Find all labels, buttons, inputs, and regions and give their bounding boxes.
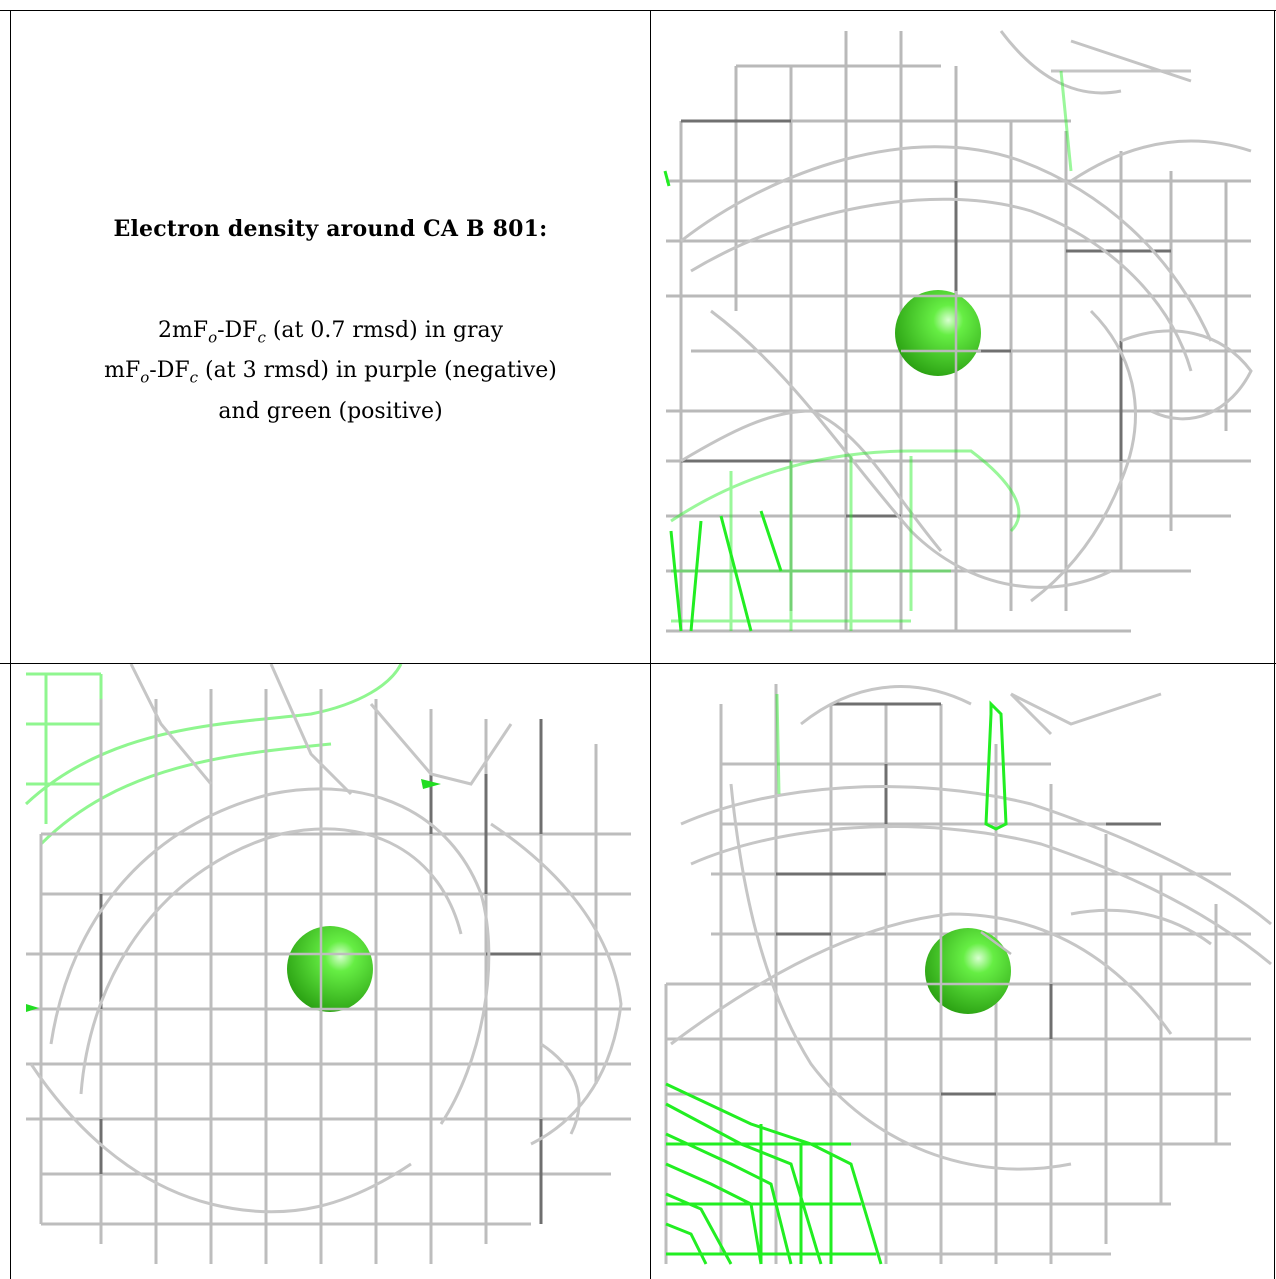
calcium-ion-sphere xyxy=(895,290,981,376)
density-view-bottom-left xyxy=(11,664,650,1279)
calcium-ion-sphere xyxy=(925,928,1011,1014)
legend-line2-part-c: (at 3 rmsd) in purple (negative) xyxy=(198,358,557,383)
legend-line1-sub-o: o xyxy=(208,328,217,346)
density-view-bottom-right xyxy=(651,664,1274,1279)
legend-line2-part-b: -DF xyxy=(149,358,189,383)
caption: Electron density around CA B 801: 2mFo-D… xyxy=(11,216,650,428)
density-view-top-right xyxy=(651,11,1274,663)
mesh-view-top-right xyxy=(651,11,1274,663)
legend-line2-sub-o: o xyxy=(140,369,149,387)
legend-line1-part-b: -DF xyxy=(217,318,257,343)
caption-legend: 2mFo-DFc (at 0.7 rmsd) in gray mFo-DFc (… xyxy=(11,314,650,428)
mesh-view-bottom-right xyxy=(651,664,1274,1279)
green-mesh-light xyxy=(26,664,401,844)
legend-line1-part-c: (at 0.7 rmsd) in gray xyxy=(266,318,503,343)
legend-line2-sub-c: c xyxy=(190,369,198,387)
legend-line-gray: 2mFo-DFc (at 0.7 rmsd) in gray xyxy=(11,314,650,354)
gray-mesh-contours xyxy=(671,687,1271,1170)
green-mesh-light xyxy=(777,694,779,794)
frame-right-border xyxy=(1274,10,1275,1279)
calcium-ion-sphere xyxy=(287,926,373,1012)
legend-line1-part-a: 2mF xyxy=(158,318,208,343)
legend-line2-part-a: mF xyxy=(104,358,140,383)
legend-line-green: and green (positive) xyxy=(11,395,650,428)
legend-line-difference: mFo-DFc (at 3 rmsd) in purple (negative) xyxy=(11,354,650,394)
legend-line1-sub-c: c xyxy=(257,328,265,346)
mesh-view-bottom-left xyxy=(11,664,650,1279)
caption-cell: Electron density around CA B 801: 2mFo-D… xyxy=(11,11,650,663)
green-blob-edge xyxy=(26,1004,39,1012)
caption-title: Electron density around CA B 801: xyxy=(11,216,650,242)
